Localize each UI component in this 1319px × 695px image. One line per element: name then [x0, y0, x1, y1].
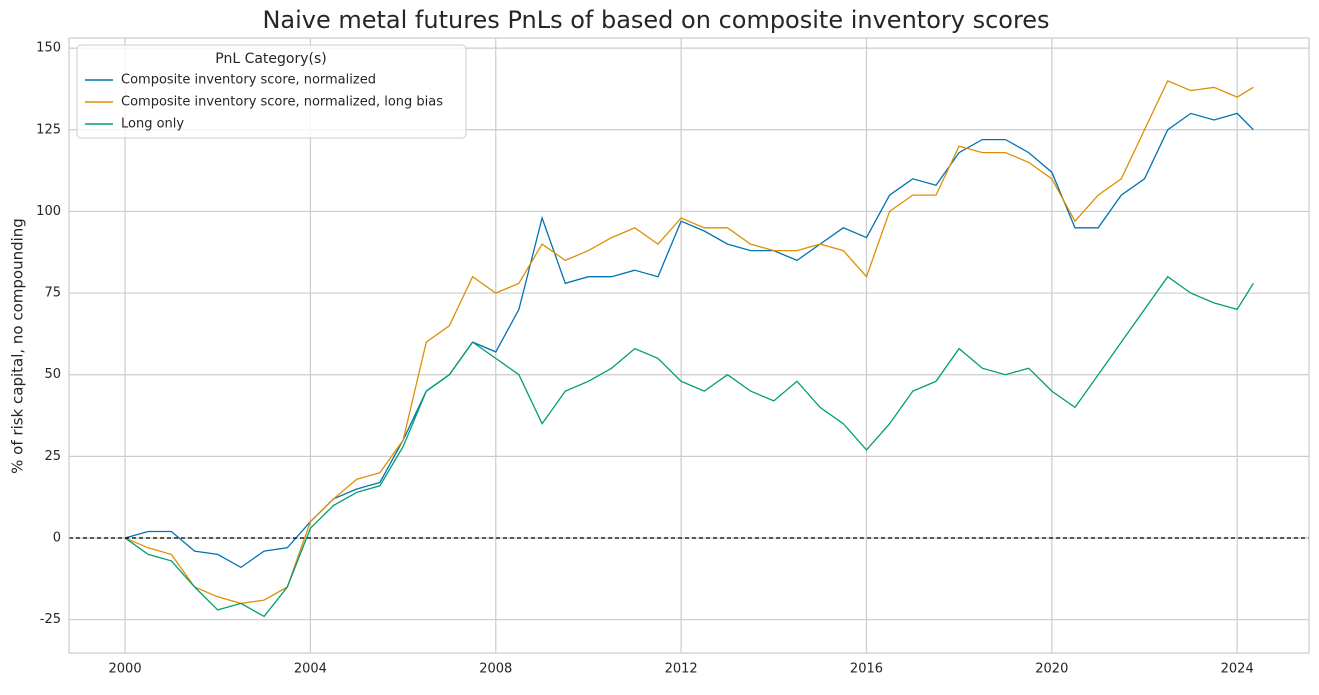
x-tick-label: 2024 — [1221, 662, 1254, 677]
x-tick-label: 2012 — [665, 662, 698, 677]
legend: PnL Category(s) Composite inventory score… — [76, 44, 467, 139]
series-line — [124, 79, 1254, 605]
x-tick-label: 2004 — [294, 662, 327, 677]
y-tick-label: 100 — [36, 204, 61, 219]
grid — [69, 38, 1309, 653]
series-line — [124, 112, 1254, 569]
y-tick-label: 75 — [44, 286, 61, 301]
y-tick-label: 125 — [36, 122, 61, 137]
y-tick-label: -25 — [40, 612, 61, 627]
x-tick-label: 2000 — [109, 662, 142, 677]
plot-frame — [68, 37, 1310, 654]
lines — [69, 79, 1309, 618]
y-tick-label: 50 — [44, 367, 61, 382]
chart-title: Naive metal futures PnLs of based on com… — [262, 6, 1049, 34]
legend-box — [76, 44, 467, 139]
x-tick-label: 2008 — [479, 662, 512, 677]
axes: -25 0 25 50 75 100 125 150 2000 2004 2008 2012 2016 2… — [36, 37, 1310, 677]
legend-title: PnL Category(s) — [215, 51, 327, 67]
x-tick-label: 2016 — [850, 662, 883, 677]
y-tick-label: 0 — [53, 531, 61, 546]
legend-label: Composite inventory score, normalized, l… — [121, 95, 443, 110]
series-line — [124, 275, 1254, 618]
y-tick-label: 25 — [44, 449, 61, 464]
legend-label: Composite inventory score, normalized — [121, 73, 376, 88]
y-axis-label: % of risk capital, no compounding — [9, 218, 27, 474]
legend-label: Long only — [121, 117, 184, 132]
y-tick-label: 150 — [36, 41, 61, 56]
x-tick-label: 2020 — [1035, 662, 1068, 677]
